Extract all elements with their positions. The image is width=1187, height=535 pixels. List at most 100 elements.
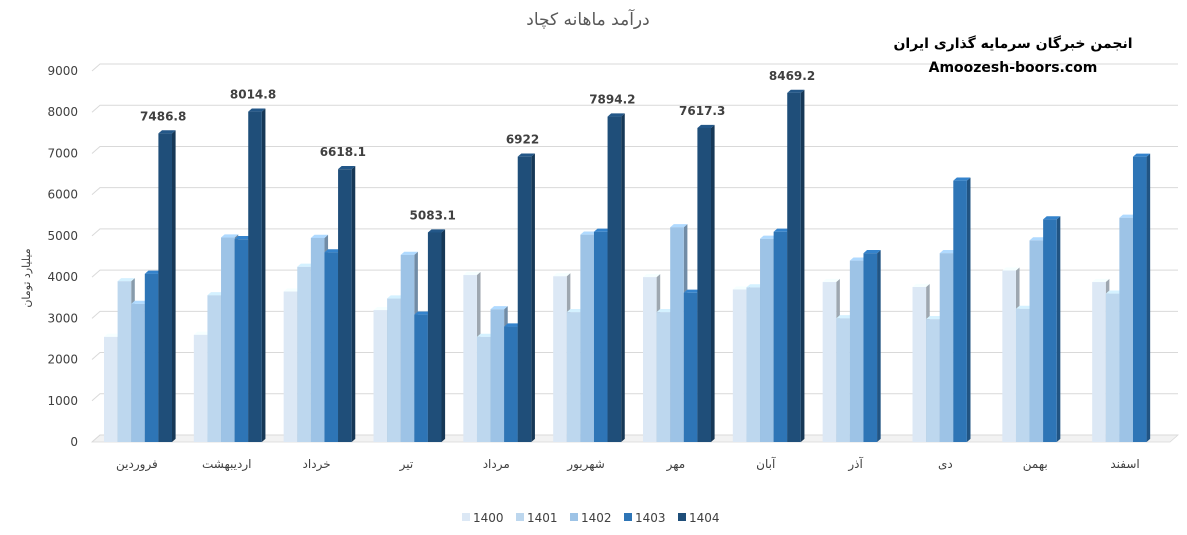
bar-front-face (1002, 270, 1016, 442)
bar-front-face (643, 277, 657, 442)
legend-item-1400: 1400 (462, 511, 504, 525)
data-label: 7894.2 (589, 93, 635, 107)
bar-front-face (387, 298, 401, 442)
bar-front-face (822, 282, 837, 442)
bar-side-face (441, 229, 446, 442)
bar-top-face (836, 315, 854, 319)
data-label: 6922 (506, 133, 539, 147)
bar-front-face (580, 234, 594, 442)
bar-top-face (400, 251, 418, 255)
bar-front-face (863, 253, 878, 442)
bar-top-face (517, 153, 535, 157)
bar-top-face (427, 229, 446, 233)
bar-top-face (912, 283, 930, 288)
bar-top-face (1092, 278, 1110, 283)
bar-front-face (463, 275, 477, 442)
bar-front-face (553, 276, 567, 442)
bar-top-face (566, 309, 584, 313)
bar-1404 (248, 108, 266, 443)
bars (104, 89, 1151, 443)
bar-front-face (144, 273, 159, 442)
bar-top-face (1105, 290, 1123, 294)
legend-swatch (516, 513, 524, 521)
bar-top-face (490, 306, 508, 310)
x-category-label: اردیبهشت (202, 457, 251, 472)
bar-1404 (427, 229, 446, 442)
gridline (91, 63, 1178, 72)
bar-top-face (822, 278, 840, 283)
legend: 1400 1401 1402 1403 1404 (462, 511, 720, 525)
bar-top-face (787, 89, 805, 93)
bar-top-face (683, 289, 701, 293)
bar-top-face (773, 228, 791, 232)
bar-front-face (373, 310, 388, 442)
bar-side-face (711, 124, 715, 443)
legend-swatch (624, 513, 632, 521)
x-category-label: فروردین (116, 457, 158, 472)
bar-top-face (324, 249, 342, 253)
bar-top-face (1043, 216, 1061, 220)
bar-side-face (1146, 153, 1151, 442)
bar-front-face (593, 231, 608, 442)
bar-side-face (966, 177, 971, 443)
bar-front-face (926, 319, 940, 442)
bar-top-face (1119, 214, 1137, 218)
bar-front-face (1105, 293, 1120, 442)
watermark-website: Amoozesh-boors.com (929, 60, 1098, 76)
x-category-label: آذر (847, 456, 863, 472)
bar-front-face (656, 312, 671, 442)
bar-top-face (1015, 305, 1034, 309)
y-tick-label: 5000 (47, 229, 78, 243)
bar-front-face (1092, 282, 1106, 442)
bar-top-face (414, 311, 432, 315)
legend-label: 1402 (581, 511, 612, 525)
bar-front-face (732, 289, 747, 442)
gridlines (91, 63, 1178, 443)
bar-top-face (553, 273, 571, 277)
bar-side-face (800, 89, 805, 442)
legend-label: 1404 (689, 511, 720, 525)
bar-front-face (1015, 308, 1030, 442)
bar-front-face (476, 336, 491, 442)
data-labels: 7486.8 8014.8 6618.1 5083.1 6922 7894.2 7617.3… (140, 69, 815, 223)
bar-front-face (310, 237, 325, 442)
bar-top-face (221, 234, 239, 238)
bar-top-face (670, 224, 688, 228)
gridline (91, 145, 1178, 154)
watermark-org-name: انجمن خبرگان سرمایه گذاری ایران (893, 35, 1132, 52)
x-category-label: خرداد (303, 457, 331, 472)
legend-item-1401: 1401 (516, 511, 558, 525)
bar-top-face (849, 257, 868, 261)
gridline (91, 393, 1178, 402)
bar-side-face (1056, 216, 1061, 442)
x-category-label: بهمن (1023, 457, 1048, 472)
legend-item-1402: 1402 (570, 511, 612, 525)
gridline (91, 104, 1178, 113)
bar-1404 (607, 113, 625, 443)
x-category-label: مرداد (483, 457, 510, 472)
bar-front-face (517, 156, 532, 442)
data-label: 7486.8 (140, 109, 186, 123)
bar-side-face (351, 166, 356, 442)
bar-front-face (221, 237, 235, 442)
legend-swatch (570, 513, 578, 521)
bar-front-face (1029, 240, 1044, 442)
bar-top-face (580, 231, 598, 235)
x-category-label: آبان (756, 456, 776, 471)
bar-front-face (746, 287, 761, 442)
bar-top-face (643, 273, 661, 278)
legend-label: 1400 (473, 511, 504, 525)
data-label: 8469.2 (769, 69, 815, 83)
y-tick-label: 0 (70, 435, 78, 449)
bar-side-face (877, 250, 881, 442)
x-category-label: تیر (399, 457, 414, 472)
bar-side-face (261, 108, 266, 443)
bar-1404 (787, 89, 805, 443)
y-tick-label: 8000 (47, 105, 78, 119)
bar-top-face (117, 278, 135, 282)
bar-front-face (104, 336, 118, 442)
bar-front-face (566, 312, 581, 442)
bar-top-face (373, 306, 391, 311)
bar-front-face (414, 314, 428, 442)
y-tick-label: 6000 (47, 188, 78, 202)
